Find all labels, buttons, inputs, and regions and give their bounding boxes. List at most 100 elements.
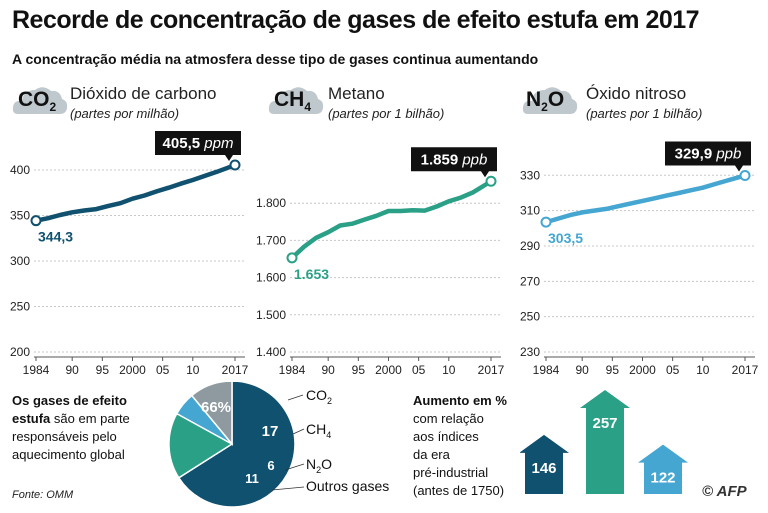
end-point — [229, 159, 241, 171]
x-tick-label: 2000 — [375, 363, 402, 377]
x-tick-label: 1984 — [533, 363, 560, 377]
pie-slice-label: 6 — [267, 458, 274, 473]
cloud-icon — [12, 87, 68, 114]
x-tick-label: 2000 — [119, 363, 146, 377]
pie-slice-label: 66% — [201, 399, 231, 416]
legend-leader-line — [292, 428, 305, 435]
x-tick-label: 05 — [156, 363, 170, 377]
pie-legend-label: N2O — [306, 456, 332, 475]
x-tick-label: 1984 — [23, 363, 50, 377]
pie-legend-label: Outros gases — [306, 478, 389, 494]
increase-value-label: 257 — [592, 415, 617, 432]
x-tick-label: 90 — [576, 363, 590, 377]
y-tick-label: 310 — [520, 204, 540, 218]
co2-header: CO2 Dióxido de carbono (partes por milhã… — [12, 80, 262, 128]
page-subtitle: A concentração média na atmosfera desse … — [12, 51, 539, 67]
start-point — [540, 216, 552, 228]
y-tick-label: 270 — [520, 274, 540, 288]
pie-slice — [177, 382, 296, 508]
legend-leader-line — [271, 486, 305, 491]
y-tick-label: 1.500 — [256, 308, 286, 322]
y-tick-label: 230 — [520, 345, 540, 359]
y-tick-label: 1.600 — [256, 271, 286, 285]
co2-unit: (partes por milhão) — [70, 106, 180, 121]
y-tick-label: 250 — [10, 300, 30, 314]
end-point — [739, 169, 751, 181]
n2o-name: Óxido nitroso — [586, 84, 687, 103]
x-tick-label: 2017 — [732, 363, 759, 377]
increase-value-label: 146 — [531, 460, 556, 477]
end-value-label: 1.859 ppb — [421, 151, 488, 168]
x-tick-label: 05 — [666, 363, 680, 377]
x-tick-label: 90 — [322, 363, 336, 377]
x-tick-label: 95 — [352, 363, 366, 377]
start-point — [286, 252, 298, 264]
x-tick-label: 10 — [442, 363, 456, 377]
ch4-series-line — [289, 179, 494, 261]
pie-slice-label: 17 — [262, 423, 279, 440]
ch4-unit: (partes por 1 bilhão) — [328, 106, 445, 121]
increase-arrow-chart: 146 257 122 — [520, 390, 688, 494]
n2o-series-line — [543, 173, 748, 225]
pie-legend-label: CH4 — [306, 421, 331, 440]
increase-arrow-co2 — [520, 434, 569, 494]
pie-slice-label: 11 — [245, 471, 259, 486]
x-tick-label: 2017 — [478, 363, 505, 377]
end-value-callout — [411, 147, 497, 178]
ch4-header: CH4 Metano (partes por 1 bilhão) — [268, 80, 518, 128]
afp-credit: © AFP — [702, 483, 747, 500]
y-tick-label: 250 — [520, 310, 540, 324]
x-tick-label: 2017 — [222, 363, 249, 377]
ch4-formula: CH — [274, 88, 305, 111]
pie-slice — [190, 382, 233, 447]
gas-share-pie-chart: 66% 17 6 11 CO2 CH4 N2O Outros gases — [168, 382, 389, 508]
end-value-callout — [665, 141, 751, 172]
end-value-label: 405,5 ppm — [163, 135, 234, 152]
pie-description: Os gases de efeito estufa são em parte r… — [12, 393, 130, 462]
increase-arrow-ch4 — [580, 390, 630, 494]
increase-description: Aumento em % com relação aos índices da … — [413, 393, 507, 498]
increase-title: Aumento em % — [413, 393, 507, 408]
pie-slice — [168, 412, 234, 479]
co2-series-line — [33, 162, 238, 223]
co2-formula: CO — [18, 88, 50, 111]
start-value-label: 344,3 — [38, 229, 73, 245]
cloud-icon — [268, 87, 324, 114]
cloud-icon — [522, 87, 578, 114]
pie-legend-label: CO2 — [306, 387, 332, 406]
ch4-line-chart: 1.400 1.500 1.600 1.700 1.800 1984 90 95 2000 05 1… — [256, 147, 505, 377]
n2o-header: N2O Óxido nitroso (partes por 1 bilhão) — [522, 80, 762, 128]
co2-line-chart: 200 250 300 350 400 1984 90 95 2000 05 10 2017 344,3… — [10, 130, 249, 377]
y-tick-label: 300 — [10, 254, 30, 268]
y-tick-label: 350 — [10, 209, 30, 223]
y-tick-label: 290 — [520, 239, 540, 253]
end-point — [485, 175, 497, 187]
n2o-unit: (partes por 1 bilhão) — [586, 106, 703, 121]
increase-value-label: 122 — [650, 470, 675, 487]
y-tick-label: 200 — [10, 345, 30, 359]
legend-leader-line — [284, 463, 305, 471]
y-tick-label: 400 — [10, 163, 30, 177]
start-point — [30, 215, 42, 227]
ch4-name: Metano — [328, 84, 385, 103]
x-tick-label: 10 — [186, 363, 200, 377]
x-tick-label: 10 — [696, 363, 710, 377]
y-tick-label: 330 — [520, 168, 540, 182]
n2o-line-chart: 230 250 270 290 310 330 1984 90 95 2000 05 10 2017 30… — [520, 141, 759, 377]
page-title: Recorde de concentração de gases de efei… — [12, 6, 700, 34]
source-note: Fonte: OMM — [12, 489, 74, 501]
end-value-label: 329,9 ppb — [675, 145, 742, 162]
increase-arrow-n2o — [638, 444, 688, 494]
legend-leader-line — [287, 394, 304, 401]
x-tick-label: 95 — [606, 363, 620, 377]
y-tick-label: 1.700 — [256, 233, 286, 247]
start-value-label: 1.653 — [294, 266, 329, 282]
y-tick-label: 1.800 — [256, 196, 286, 210]
n2o-formula: N — [526, 88, 542, 111]
x-tick-label: 1984 — [279, 363, 306, 377]
x-tick-label: 05 — [412, 363, 426, 377]
end-value-callout — [155, 130, 241, 161]
co2-name: Dióxido de carbono — [70, 84, 217, 103]
x-tick-label: 90 — [66, 363, 80, 377]
start-value-label: 303,5 — [548, 230, 583, 246]
